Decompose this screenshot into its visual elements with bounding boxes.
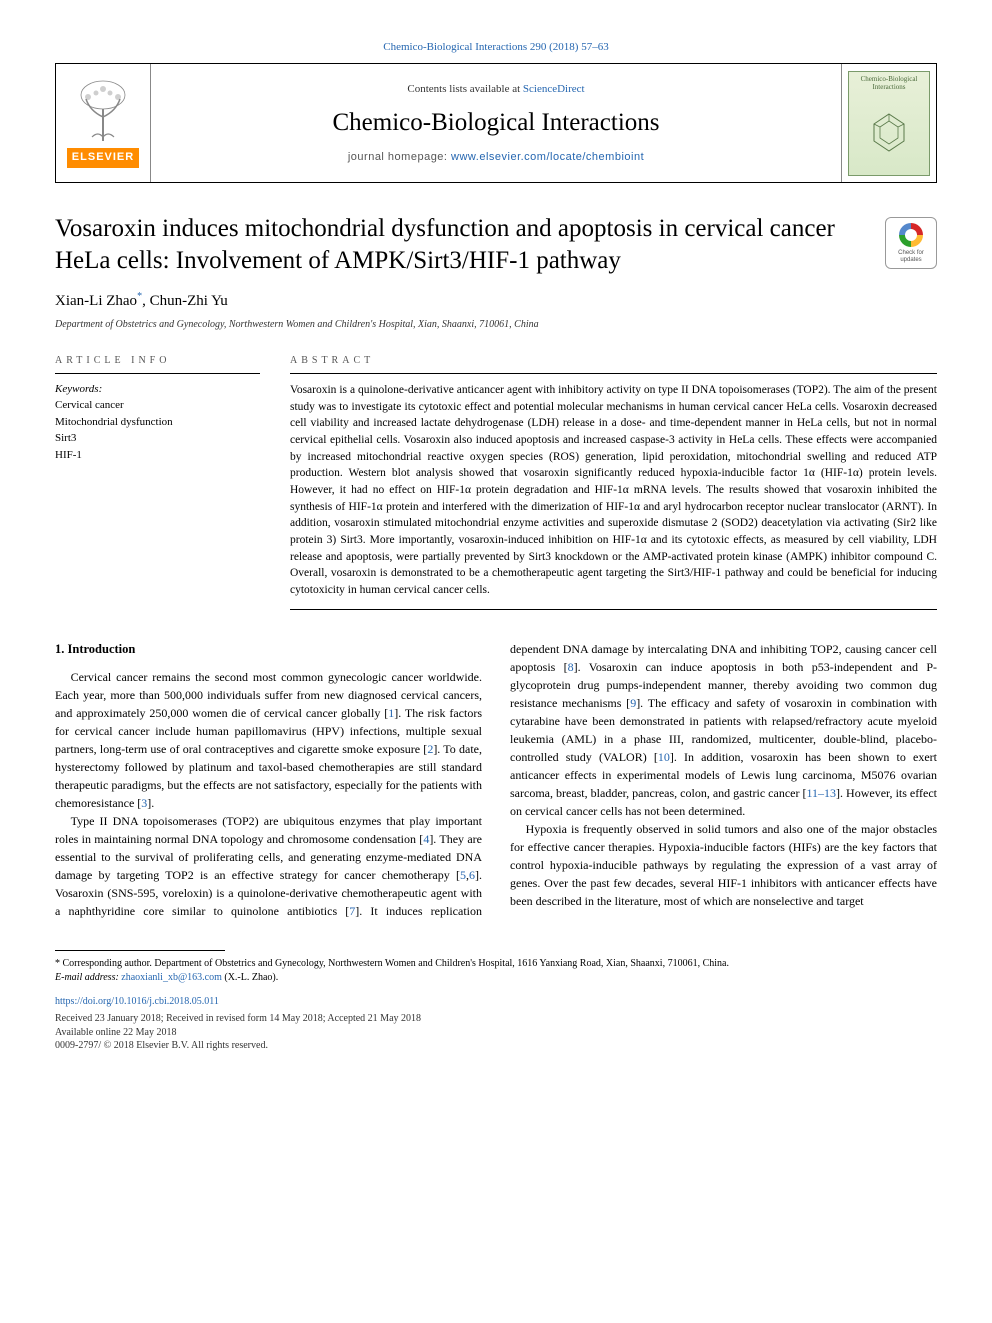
homepage-prefix: journal homepage: xyxy=(348,151,451,163)
abstract-box: ABSTRACT Vosaroxin is a quinolone-deriva… xyxy=(290,354,937,610)
intro-paragraph-1: Cervical cancer remains the second most … xyxy=(55,668,482,812)
email-label: E-mail address: xyxy=(55,972,119,983)
intro-paragraph-3: Hypoxia is frequently observed in solid … xyxy=(510,820,937,910)
authors-line: Xian-Li Zhao*, Chun-Zhi Yu xyxy=(55,290,937,312)
elsevier-logo[interactable]: ELSEVIER xyxy=(56,64,151,182)
article-info-label: ARTICLE INFO xyxy=(55,354,260,374)
keywords-list: Cervical cancer Mitochondrial dysfunctio… xyxy=(55,397,260,463)
keywords-label: Keywords: xyxy=(55,382,260,397)
abstract-label: ABSTRACT xyxy=(290,354,937,374)
sciencedirect-link[interactable]: ScienceDirect xyxy=(523,83,585,95)
cover-art-icon xyxy=(864,91,914,171)
abstract-text: Vosaroxin is a quinolone-derivative anti… xyxy=(290,382,937,599)
crossmark-icon xyxy=(899,223,923,247)
author-1: Xian-Li Zhao xyxy=(55,293,137,309)
doi-link[interactable]: https://doi.org/10.1016/j.cbi.2018.05.01… xyxy=(55,995,937,1009)
history-received: Received 23 January 2018; Received in re… xyxy=(55,1012,937,1026)
keyword-item: Sirt3 xyxy=(55,430,260,447)
keyword-item: Mitochondrial dysfunction xyxy=(55,414,260,431)
email-suffix: (X.-L. Zhao). xyxy=(222,972,278,983)
email-link[interactable]: zhaoxianli_xb@163.com xyxy=(121,972,222,983)
corresponding-text: * Corresponding author. Department of Ob… xyxy=(55,957,937,971)
journal-name: Chemico-Biological Interactions xyxy=(333,105,660,140)
article-history: Received 23 January 2018; Received in re… xyxy=(55,1012,937,1053)
body-text: 1. Introduction Cervical cancer remains … xyxy=(55,640,937,921)
article-title: Vosaroxin induces mitochondrial dysfunct… xyxy=(55,213,870,276)
footer-separator xyxy=(55,950,225,951)
affiliation: Department of Obstetrics and Gynecology,… xyxy=(55,318,937,332)
journal-header: ELSEVIER Contents lists available at Sci… xyxy=(55,63,937,183)
intro-heading: 1. Introduction xyxy=(55,640,482,659)
article-info-box: ARTICLE INFO Keywords: Cervical cancer M… xyxy=(55,354,260,610)
ref-link[interactable]: 10 xyxy=(658,750,670,764)
abstract-rule xyxy=(290,609,937,610)
homepage-link[interactable]: www.elsevier.com/locate/chembioint xyxy=(451,151,644,163)
corresponding-author-note: * Corresponding author. Department of Ob… xyxy=(55,957,937,985)
ref-link[interactable]: 11–13 xyxy=(806,786,836,800)
journal-homepage-line: journal homepage: www.elsevier.com/locat… xyxy=(348,150,644,165)
contents-prefix: Contents lists available at xyxy=(407,83,522,95)
cover-title: Chemico-Biological Interactions xyxy=(851,76,927,91)
author-rest: , Chun-Zhi Yu xyxy=(142,293,228,309)
copyright-line: 0009-2797/ © 2018 Elsevier B.V. All righ… xyxy=(55,1039,937,1053)
history-online: Available online 22 May 2018 xyxy=(55,1026,937,1040)
elsevier-tree-icon xyxy=(68,79,138,144)
crossmark-label: Check forupdates xyxy=(898,250,924,263)
header-center: Contents lists available at ScienceDirec… xyxy=(151,64,841,182)
elsevier-wordmark: ELSEVIER xyxy=(67,148,139,167)
journal-citation-top[interactable]: Chemico-Biological Interactions 290 (201… xyxy=(55,40,937,55)
contents-available-line: Contents lists available at ScienceDirec… xyxy=(407,82,584,97)
keyword-item: HIF-1 xyxy=(55,447,260,464)
keyword-item: Cervical cancer xyxy=(55,397,260,414)
journal-cover-thumbnail[interactable]: Chemico-Biological Interactions xyxy=(841,64,936,182)
crossmark-badge[interactable]: Check forupdates xyxy=(885,217,937,269)
